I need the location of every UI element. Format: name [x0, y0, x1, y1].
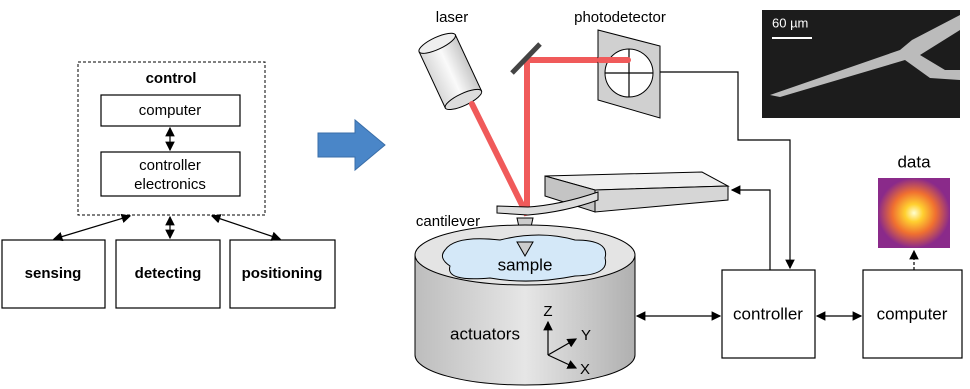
function-label: detecting [135, 265, 202, 282]
function-label: sensing [25, 265, 82, 282]
electronics-label: controller [139, 157, 201, 174]
arrow [210, 214, 282, 241]
controller-box [721, 269, 816, 359]
actuators-label: actuators [450, 324, 520, 343]
axis-label: Z [543, 303, 552, 320]
arrow [52, 213, 132, 242]
sample [441, 234, 607, 282]
computer-label: computer [139, 102, 202, 119]
holder [594, 185, 729, 213]
actuator-body [414, 254, 636, 386]
sem-cantilever [770, 15, 960, 97]
laser-beam [469, 57, 631, 217]
axis [547, 354, 578, 369]
wire [730, 185, 771, 270]
sample-label: sample [498, 255, 553, 274]
function-box [229, 239, 336, 309]
computer-box [100, 94, 241, 127]
tip [516, 241, 534, 258]
photodetector-label: photodetector [574, 9, 666, 26]
data-image [878, 178, 950, 248]
axis-label: X [580, 361, 590, 378]
function-box [115, 239, 221, 309]
axis-label: Y [581, 327, 591, 344]
transition-arrow [317, 118, 386, 172]
control-title: control [146, 70, 197, 87]
electronics-box [100, 151, 241, 197]
function-label: positioning [242, 265, 323, 282]
computer-label: computer [877, 304, 948, 323]
scale-label: 60 µm [772, 15, 808, 30]
laser-label: laser [436, 9, 469, 26]
mirror [510, 42, 542, 75]
laser [418, 32, 483, 111]
controller-label: controller [733, 304, 803, 323]
wire [660, 71, 795, 270]
axis [547, 338, 578, 356]
computer-box [862, 269, 963, 359]
cantilever [496, 191, 599, 216]
cantilever-label: cantilever [416, 213, 480, 230]
electronics-label: electronics [134, 176, 206, 193]
data-label: data [897, 152, 931, 171]
